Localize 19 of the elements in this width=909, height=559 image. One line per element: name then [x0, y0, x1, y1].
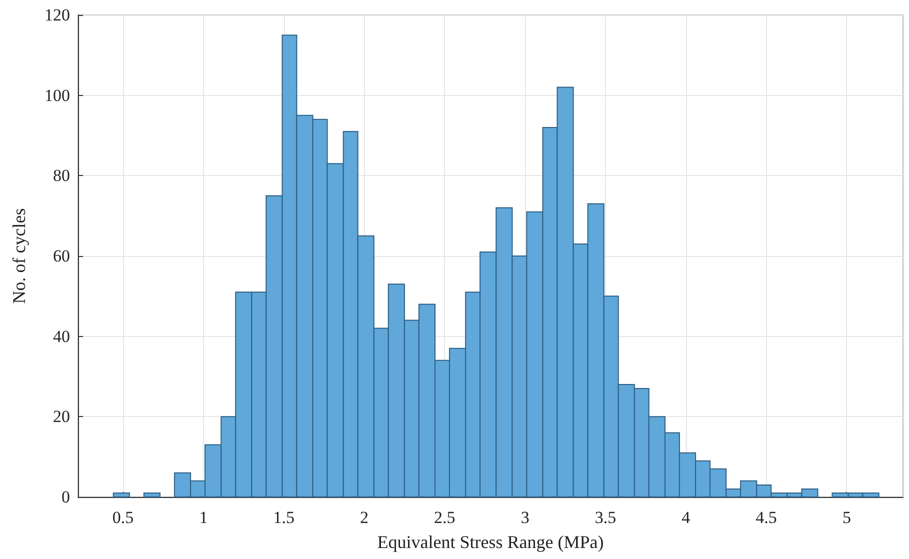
y-tick-label: 40 [53, 326, 70, 346]
y-tick-label: 100 [44, 86, 70, 105]
x-tick-label: 2 [360, 508, 369, 527]
x-tick-label: 4.5 [756, 508, 777, 527]
x-axis-title: Equivalent Stress Range (MPa) [377, 532, 604, 552]
x-tick-label: 5 [842, 508, 851, 527]
y-tick-label: 120 [44, 6, 70, 24]
x-tick-label: 2.5 [434, 508, 456, 527]
y-axis-title: No. of cycles [9, 208, 29, 304]
y-tick-label: 60 [53, 246, 70, 266]
x-tick-label: 3.5 [594, 508, 616, 527]
x-tick-label: 1 [199, 508, 208, 527]
x-tick-label: 3 [520, 508, 530, 527]
x-tick-label: 4 [682, 508, 691, 527]
x-tick-label: 0.5 [112, 508, 134, 527]
y-tick-label: 80 [53, 166, 70, 186]
x-tick-label: 1.5 [273, 508, 294, 527]
y-tick-label: 20 [53, 407, 70, 426]
y-tick-label: 0 [62, 488, 70, 506]
